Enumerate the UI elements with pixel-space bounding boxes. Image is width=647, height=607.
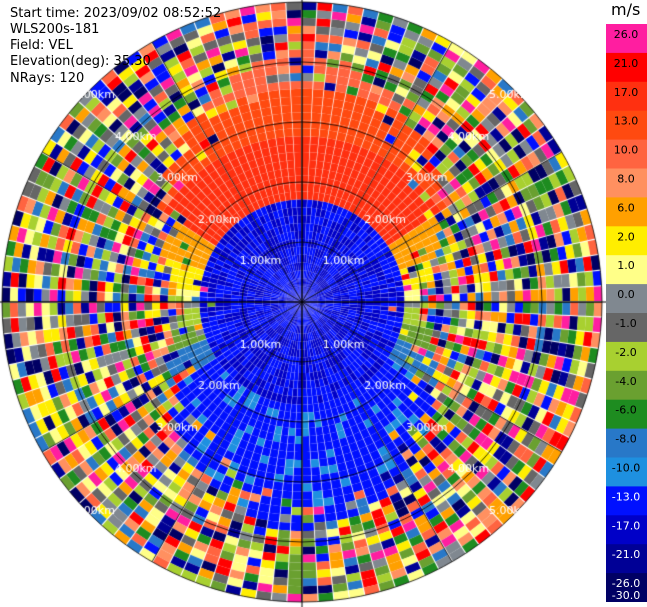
- colorbar-unit-label: m/s: [611, 0, 641, 19]
- ppi-velocity-plot: [0, 0, 606, 607]
- colorbar-tick-label: -8.0: [615, 433, 636, 446]
- site-label: WLS200s-181: [10, 22, 100, 37]
- colorbar-swatch: [606, 313, 647, 343]
- colorbar-swatch: [606, 197, 647, 227]
- colorbar-tick-label: 8.0: [617, 173, 635, 186]
- colorbar-swatch: [606, 428, 647, 458]
- colorbar-tick-label: 21.0: [614, 57, 639, 70]
- colorbar-swatch: [606, 370, 647, 401]
- colorbar-tick-label: -2.0: [615, 346, 636, 359]
- colorbar-swatch: [606, 544, 647, 574]
- colorbar-tick-label: -30.0: [612, 589, 640, 602]
- colorbar-tick-label: 26.0: [614, 28, 639, 41]
- colorbar-swatch: [606, 515, 647, 545]
- colorbar-swatch: [606, 399, 647, 430]
- colorbar-tick-label: -4.0: [615, 375, 636, 388]
- colorbar-tick-label: -6.0: [615, 404, 636, 417]
- colorbar-swatch: [606, 139, 647, 169]
- colorbar-swatch: [606, 284, 647, 314]
- colorbar-tick-label: -10.0: [612, 462, 640, 475]
- colorbar-swatch: [606, 486, 647, 516]
- nrays-label: NRays: 120: [10, 71, 85, 86]
- colorbar-swatch: [606, 226, 647, 256]
- colorbar-tick-label: -17.0: [612, 519, 640, 532]
- colorbar-tick-label: 2.0: [617, 230, 635, 243]
- colorbar-tick-label: -1.0: [615, 317, 636, 330]
- colorbar-tick-label: 13.0: [614, 115, 639, 128]
- elevation-label: Elevation(deg): 35.30: [10, 54, 151, 69]
- colorbar-tick-label: 0.0: [617, 288, 635, 301]
- colorbar-swatch: [606, 573, 647, 602]
- colorbar-swatch: [606, 24, 647, 54]
- colorbar: 26.0 21.0 17.0 13.0 10.0 8.0 6.0 2.0 1.0 0.0 -1.0 -…: [606, 24, 647, 602]
- colorbar-swatch: [606, 81, 647, 112]
- colorbar-tick-label: -21.0: [612, 548, 640, 561]
- colorbar-tick-label: 6.0: [617, 201, 635, 214]
- colorbar-tick-label: -26.0: [612, 577, 640, 590]
- colorbar-swatch: [606, 52, 647, 83]
- start-time-label: Start time: 2023/09/02 08:52:52: [10, 6, 222, 21]
- colorbar-swatch: [606, 341, 647, 372]
- field-label: Field: VEL: [10, 38, 73, 53]
- colorbar-swatch: [606, 457, 647, 487]
- colorbar-tick-label: -13.0: [612, 490, 640, 503]
- colorbar-tick-label: 10.0: [614, 144, 639, 157]
- colorbar-swatch: [606, 255, 647, 285]
- colorbar-tick-label: 1.0: [617, 259, 635, 272]
- colorbar-tick-label: 17.0: [614, 86, 639, 99]
- colorbar-swatch: [606, 168, 647, 198]
- colorbar-swatch: [606, 110, 647, 141]
